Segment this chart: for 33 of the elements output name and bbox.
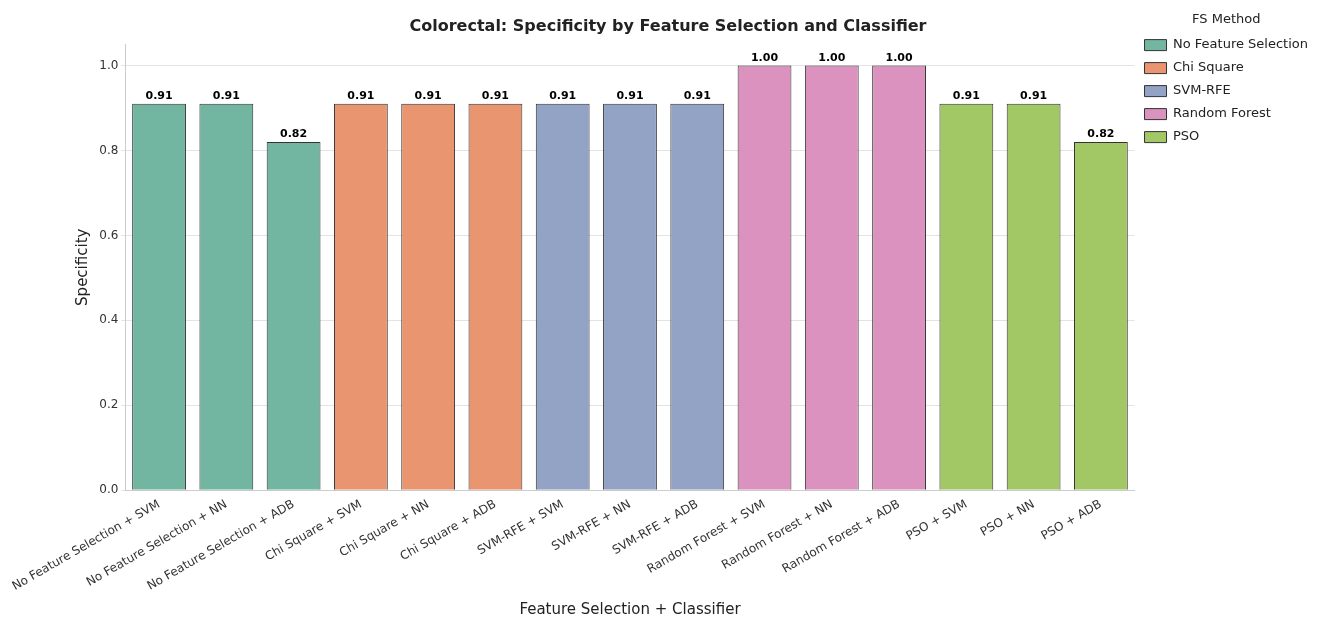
legend-label: No Feature Selection bbox=[1173, 36, 1309, 52]
legend-label: Chi Square bbox=[1173, 59, 1244, 75]
data-label: 0.91 bbox=[212, 89, 240, 103]
y-tick-label: 1.0 bbox=[99, 57, 119, 72]
x-tick-label: PSO + SVM bbox=[903, 496, 970, 543]
data-label: 0.91 bbox=[481, 89, 509, 103]
data-label: 0.91 bbox=[145, 89, 173, 103]
legend-label: Random Forest bbox=[1173, 105, 1271, 121]
legend-title: FS Method bbox=[1192, 10, 1261, 26]
x-tick-label: PSO + NN bbox=[977, 496, 1037, 539]
legend-label: PSO bbox=[1173, 128, 1200, 144]
data-label: 0.82 bbox=[280, 127, 308, 141]
y-tick-label: 0.2 bbox=[99, 397, 119, 412]
data-label: 0.91 bbox=[414, 89, 442, 103]
data-label: 0.91 bbox=[1020, 89, 1048, 103]
chart-title: Colorectal: Specificity by Feature Selection and Classifier bbox=[409, 15, 927, 35]
data-label: 1.00 bbox=[885, 50, 913, 64]
y-axis-title: Specificity bbox=[73, 228, 92, 306]
data-label: 0.91 bbox=[549, 89, 577, 103]
x-tick-label: PSO + ADB bbox=[1038, 496, 1104, 543]
data-label: 1.00 bbox=[750, 50, 779, 64]
x-axis-title: Feature Selection + Classifier bbox=[519, 599, 742, 618]
legend-label: SVM-RFE bbox=[1173, 82, 1231, 98]
data-label: 1.00 bbox=[818, 50, 846, 64]
y-tick-label: 0.8 bbox=[99, 142, 119, 157]
data-label: 0.91 bbox=[616, 89, 644, 103]
y-tick-label: 0.4 bbox=[99, 312, 119, 327]
data-label: 0.91 bbox=[347, 89, 375, 103]
y-tick-label: 0.6 bbox=[99, 227, 119, 242]
data-label: 0.82 bbox=[1087, 127, 1115, 141]
data-label: 0.91 bbox=[683, 89, 711, 103]
y-tick-label: 0.0 bbox=[99, 482, 119, 497]
data-label: 0.91 bbox=[952, 89, 980, 103]
